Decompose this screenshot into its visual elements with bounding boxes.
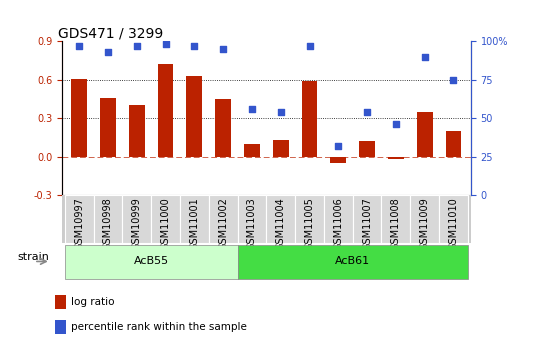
Text: GDS471 / 3299: GDS471 / 3299 [58,26,163,40]
Bar [158,65,173,157]
Bar [237,195,266,243]
Bar [122,195,151,243]
Text: GSM10997: GSM10997 [74,197,84,250]
Bar [330,157,346,163]
Text: GSM11009: GSM11009 [420,197,430,250]
Bar [353,195,381,243]
Text: GSM11007: GSM11007 [362,197,372,250]
Point [449,77,458,82]
Text: GSM10998: GSM10998 [103,197,113,250]
Point [132,43,141,49]
Point [392,121,400,127]
Bar [129,105,145,157]
Bar [324,195,353,243]
Bar [100,98,116,157]
Point [247,106,256,112]
Point [305,43,314,49]
Bar [71,79,87,157]
Text: GSM11000: GSM11000 [160,197,171,250]
Bar [266,195,295,243]
Bar [388,157,404,159]
Bar [295,195,324,243]
Point [190,43,199,49]
Text: percentile rank within the sample: percentile rank within the sample [71,322,247,332]
Text: GSM11001: GSM11001 [189,197,199,250]
Text: GSM11010: GSM11010 [449,197,458,250]
Point [219,46,228,52]
Text: log ratio: log ratio [71,297,115,307]
Text: GSM11006: GSM11006 [334,197,343,250]
Text: AcB61: AcB61 [335,256,370,266]
Bar [439,195,468,243]
Text: GSM11004: GSM11004 [275,197,286,250]
Text: GSM11002: GSM11002 [218,197,228,250]
Point [75,43,83,49]
Point [161,42,170,47]
Bar [180,195,209,243]
Bar [237,245,468,279]
Bar [381,195,410,243]
Bar [55,295,66,309]
Bar [186,76,202,157]
Point [363,109,371,115]
Text: GSM10999: GSM10999 [132,197,141,250]
Text: GSM11003: GSM11003 [247,197,257,250]
Bar [65,245,237,279]
Text: AcB55: AcB55 [133,256,169,266]
Point [420,54,429,59]
Bar [55,320,66,334]
Bar [209,195,237,243]
Bar [94,195,122,243]
Bar [244,144,260,157]
Point [277,109,285,115]
Bar [215,99,231,157]
Text: GSM11005: GSM11005 [305,197,315,250]
Bar [359,141,375,157]
Text: strain: strain [17,252,49,262]
Bar [445,131,462,157]
Bar [151,195,180,243]
Point [104,49,112,55]
Bar [65,195,94,243]
Point [334,143,343,149]
Text: GSM11008: GSM11008 [391,197,401,250]
Bar [410,195,439,243]
Bar [417,112,433,157]
Bar [302,81,317,157]
Bar [273,140,288,157]
